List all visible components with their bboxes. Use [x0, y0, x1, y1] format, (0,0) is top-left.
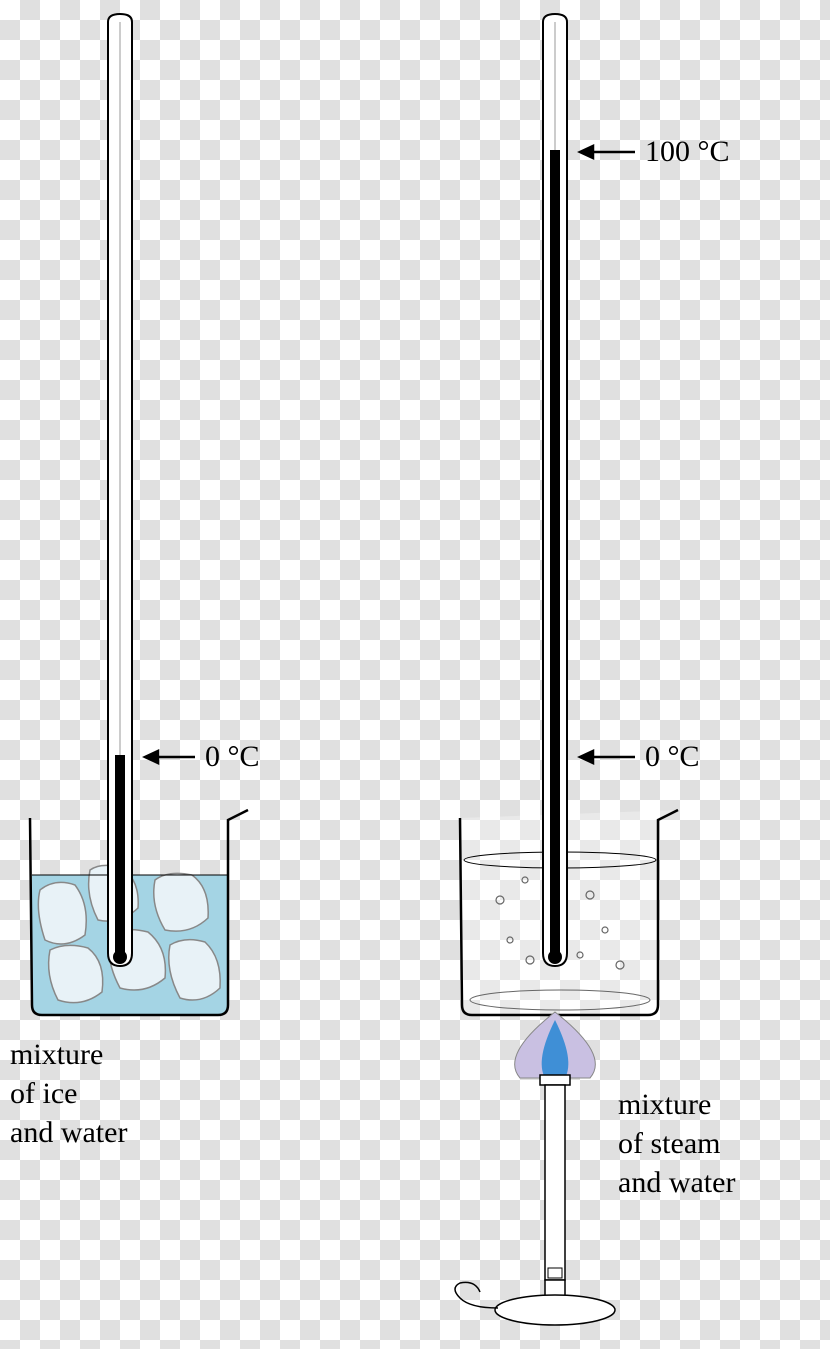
left-zero-label: 0 °C	[205, 740, 260, 774]
left-thermometer	[108, 14, 132, 966]
right-beaker	[460, 810, 678, 1015]
right-zero-label: 0 °C	[645, 740, 700, 774]
right-caption: mixture of steam and water	[618, 1085, 735, 1202]
left-caption: mixture of ice and water	[10, 1035, 127, 1152]
right-thermometer	[543, 14, 567, 966]
bunsen-burner	[455, 1012, 615, 1325]
left-beaker	[30, 810, 248, 1015]
right-hundred-label: 100 °C	[645, 135, 730, 169]
